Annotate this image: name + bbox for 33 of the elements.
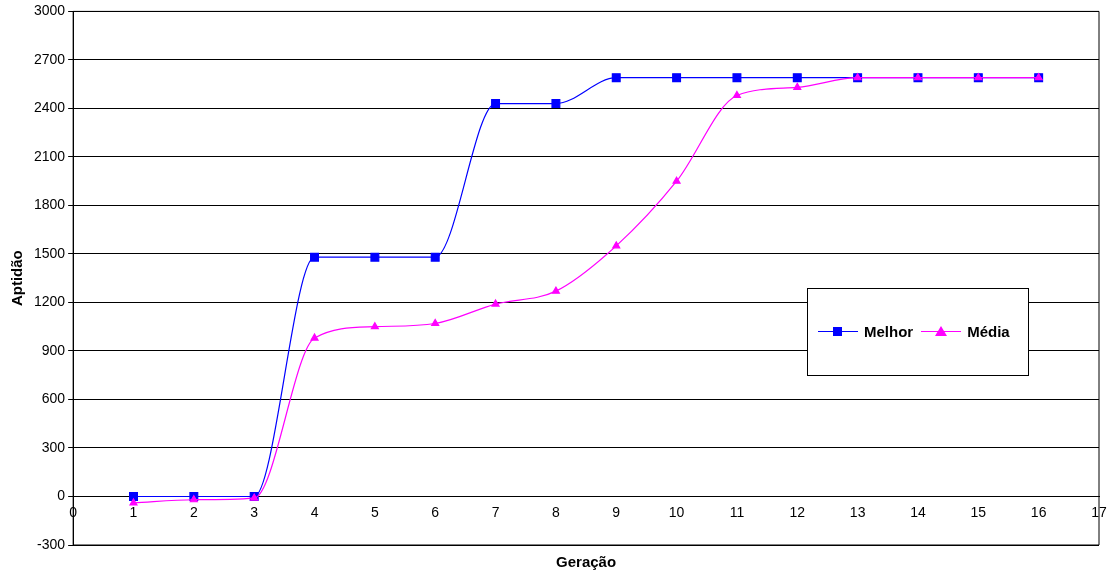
x-tick-label: 2 <box>189 503 198 520</box>
y-tick-label: 600 <box>41 390 66 407</box>
y-tick-label: 1500 <box>33 244 66 261</box>
y-tick-label: 300 <box>41 438 66 455</box>
x-tick-label: 7 <box>491 503 500 520</box>
x-tick-label: 10 <box>668 503 685 520</box>
y-tick-label: -300 <box>37 535 66 552</box>
y-tick-label: 2700 <box>33 50 66 67</box>
x-tick-label: 17 <box>1091 503 1107 520</box>
y-tick-label: 1800 <box>33 196 66 213</box>
legend-label: Média <box>967 323 1010 341</box>
y-tick-label: 3000 <box>33 2 66 19</box>
y-tick-label: 1200 <box>33 293 66 310</box>
x-tick-label: 11 <box>729 503 745 520</box>
y-tick-label: 900 <box>41 341 66 358</box>
legend-label: Melhor <box>864 323 914 341</box>
y-axis-title: Aptidão <box>8 250 26 307</box>
x-tick-label: 6 <box>431 503 440 520</box>
x-tick-label: 1 <box>129 503 138 520</box>
x-tick-label: 9 <box>612 503 621 520</box>
x-tick-label: 12 <box>789 503 806 520</box>
x-tick-label: 3 <box>250 503 259 520</box>
x-tick-label: 5 <box>370 503 379 520</box>
x-tick-label: 16 <box>1030 503 1047 520</box>
x-axis-title: Geração <box>556 552 617 570</box>
x-tick-label: 8 <box>552 503 560 520</box>
x-tick-label: 13 <box>849 503 866 520</box>
x-tick-label: 4 <box>310 503 319 520</box>
y-tick-label: 2400 <box>33 99 66 116</box>
y-tick-label: 2100 <box>33 147 66 164</box>
x-tick-label: 14 <box>910 503 926 520</box>
x-tick-label: 15 <box>970 503 987 520</box>
y-tick-label: 0 <box>57 487 66 504</box>
